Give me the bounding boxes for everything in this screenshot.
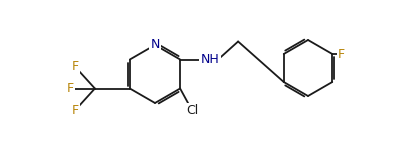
Text: N: N	[150, 39, 160, 51]
Text: F: F	[71, 60, 79, 73]
Text: Cl: Cl	[186, 104, 198, 117]
Text: NH: NH	[201, 53, 219, 66]
Text: F: F	[71, 104, 79, 117]
Text: F: F	[66, 82, 73, 95]
Text: F: F	[338, 48, 345, 60]
